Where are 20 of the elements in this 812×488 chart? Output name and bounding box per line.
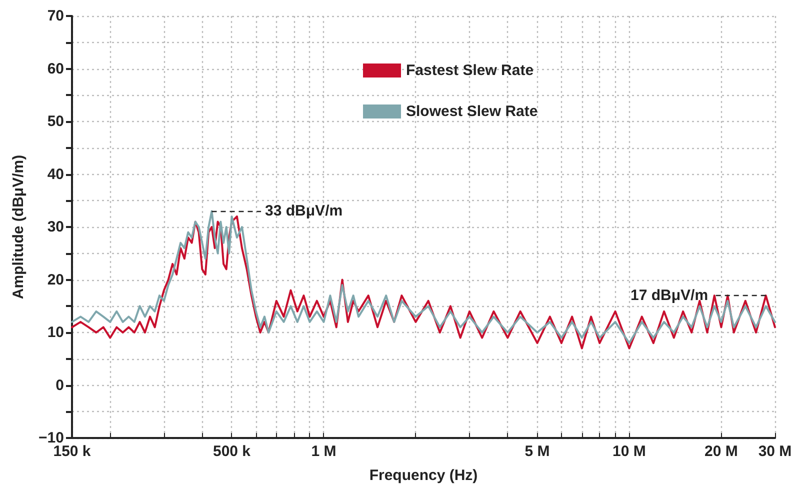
y-tick-label: 0 [56,376,64,394]
y-axis-title: Amplitude (dBμV/m) [10,154,27,300]
x-tick-label: 30 M [758,443,792,460]
y-tick-label: 10 [47,324,64,341]
y-tick-label: 20 [47,271,64,288]
x-tick-label: 1 M [311,443,336,460]
legend-label: Fastest Slew Rate [406,62,534,79]
x-tick-label: 500 k [212,443,252,460]
y-tick-label: 60 [47,60,64,78]
y-tick-label: 40 [47,166,64,183]
y-tick-label: 30 [47,218,64,236]
x-tick-label: 20 M [704,443,738,460]
y-tick-label: 70 [47,8,64,24]
annotation: 17 dBμV/m [630,287,708,304]
y-tick-label: 50 [47,113,64,130]
x-tick-label: 10 M [612,443,646,460]
x-tick-label: 5 M [524,443,550,460]
annotation: 33 dBμV/m [265,202,343,220]
x-axis-title: Frequency (Hz) [369,467,478,484]
legend-label: Slowest Slew Rate [406,103,538,120]
